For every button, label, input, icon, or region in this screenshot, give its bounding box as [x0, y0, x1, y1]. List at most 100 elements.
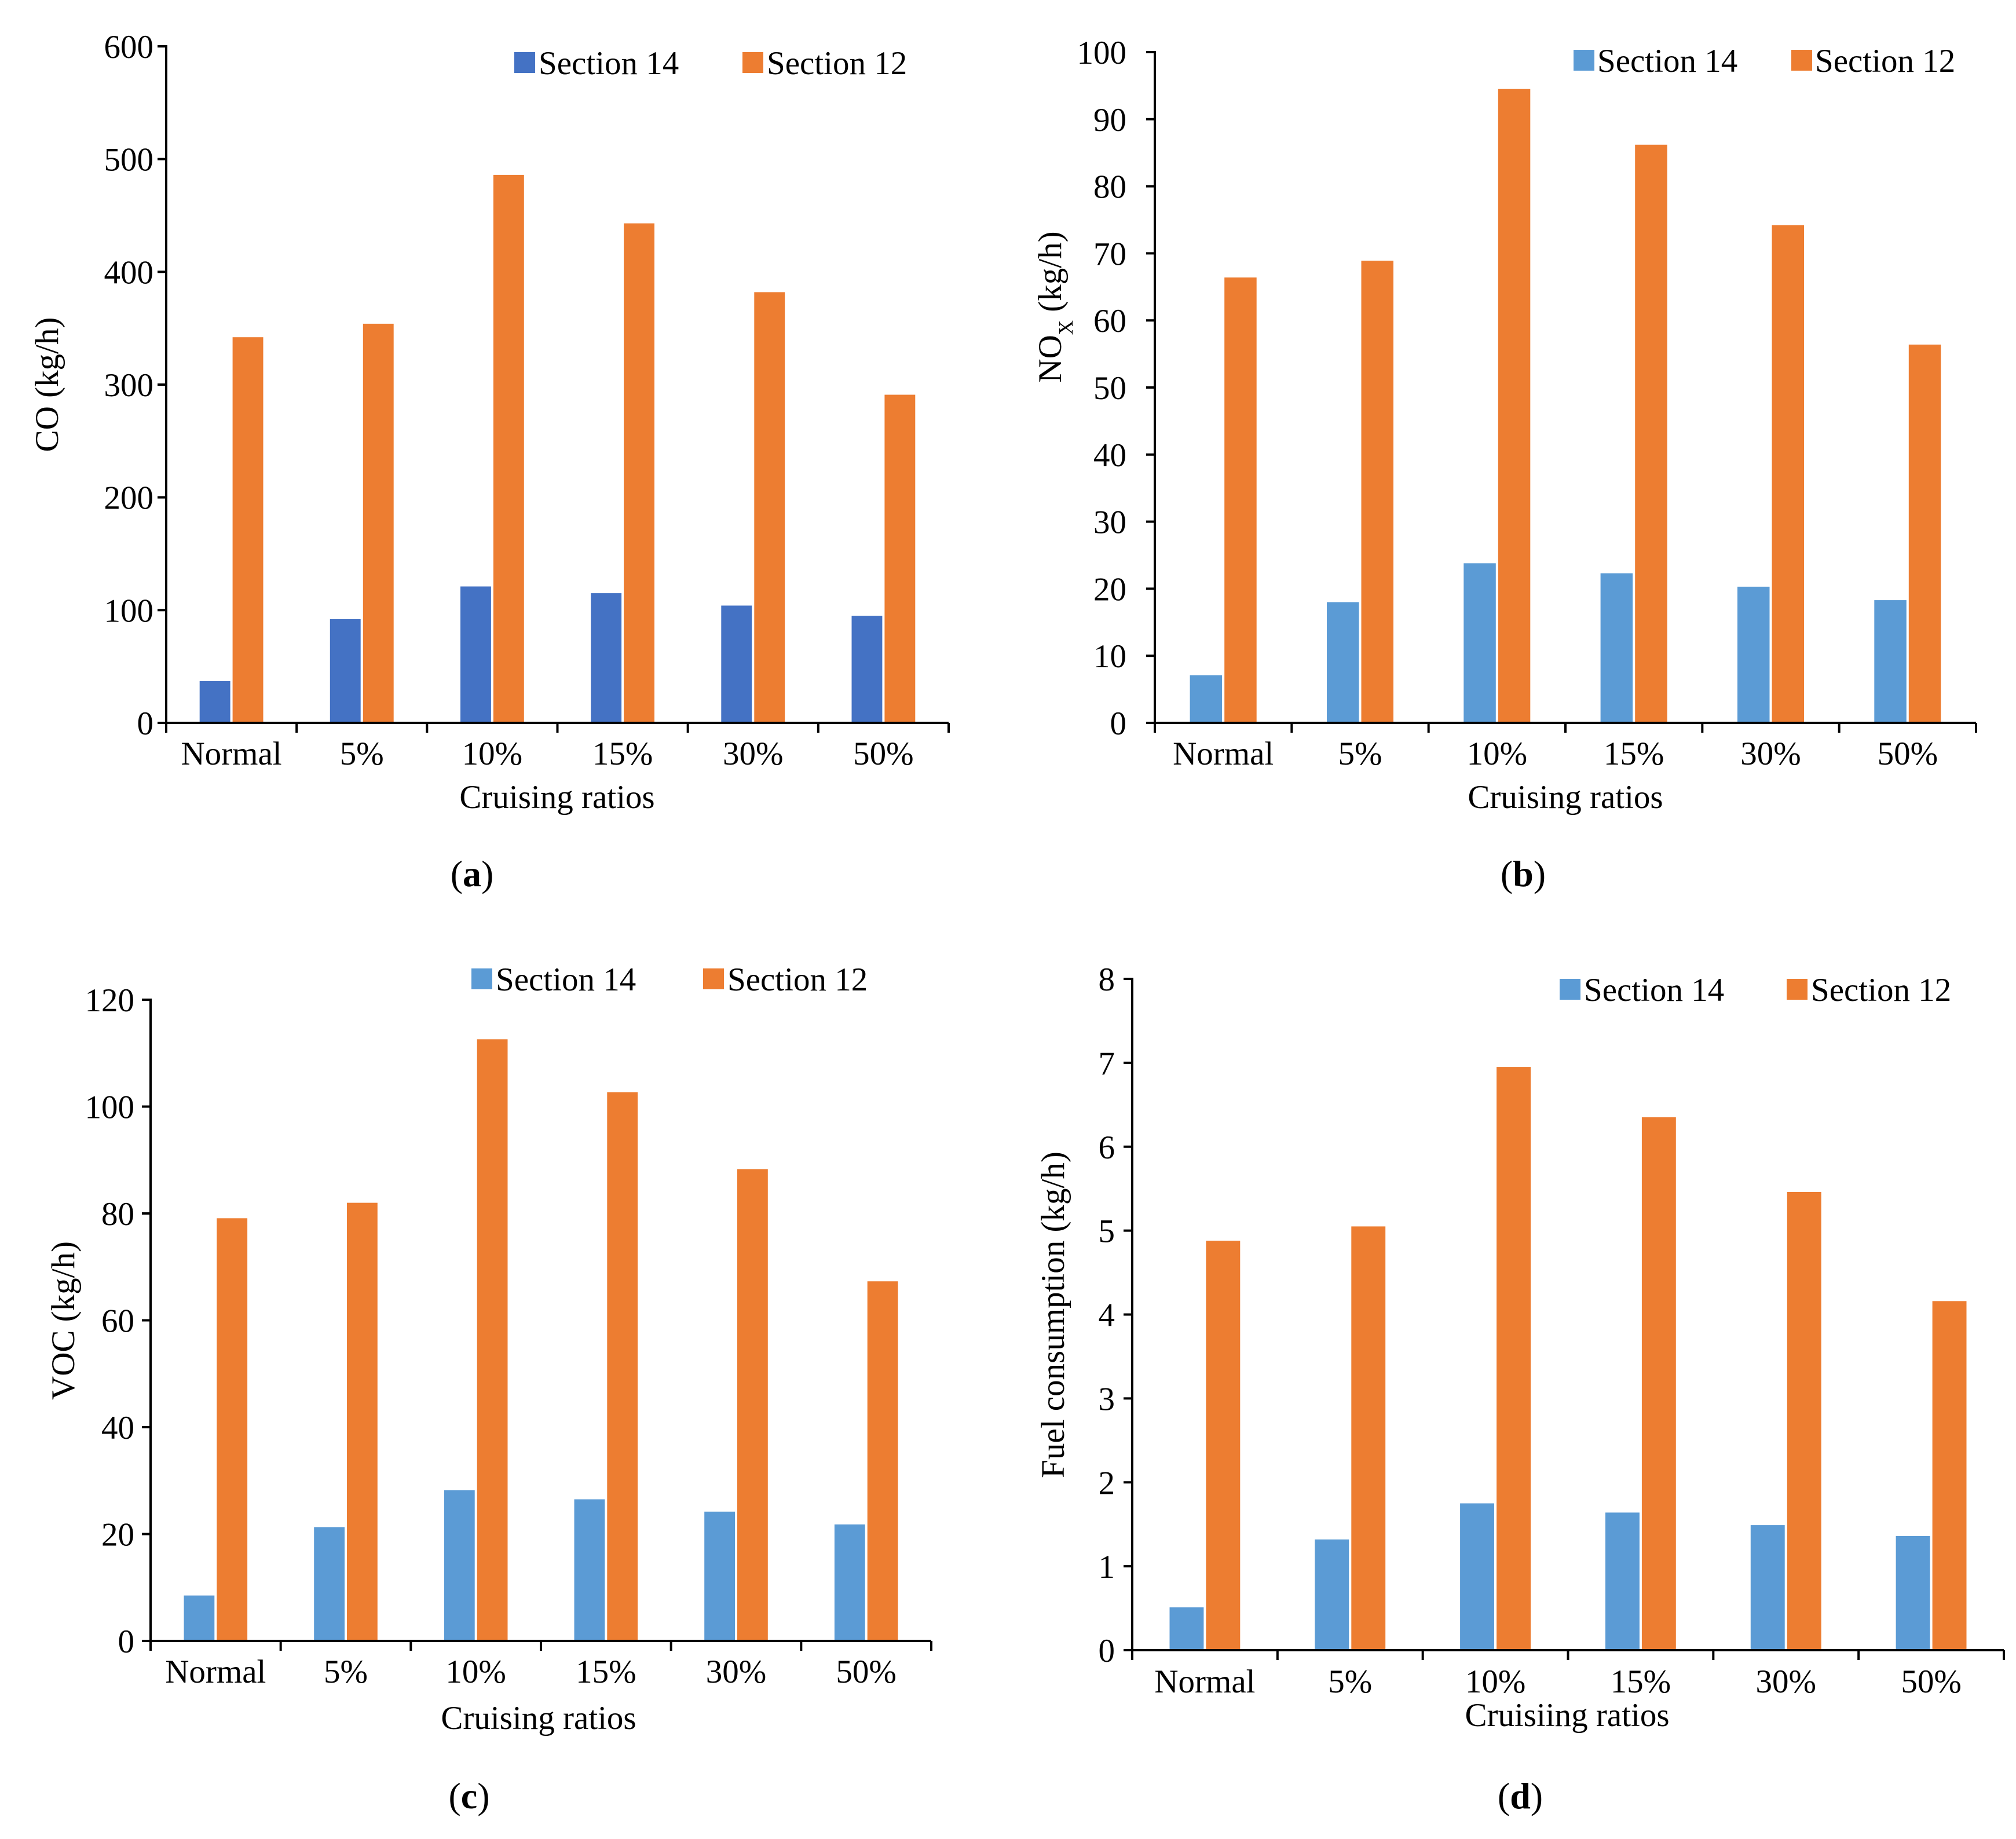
bar-section-12-5 — [884, 394, 916, 723]
bar-section-12-2 — [1497, 1067, 1531, 1650]
y-tick-label: 8 — [1099, 961, 1115, 998]
bar-section-12-3 — [1635, 144, 1667, 723]
bar-section-12-1 — [347, 1202, 378, 1641]
y-tick-label: 300 — [104, 367, 154, 404]
y-axis-label: Fuel consumption (kg/h) — [1035, 1151, 1071, 1478]
y-tick-label: 100 — [1077, 35, 1127, 71]
panel-caption: (a) — [451, 853, 494, 894]
y-tick-label: 60 — [1093, 303, 1126, 339]
y-tick-label: 400 — [104, 254, 154, 291]
chart-panel-b: 0 10 20 30 40 50 60 70 80 90 100 Normal 5% 10% 15% 30% 5… — [1032, 35, 1977, 894]
bar-section-14-3 — [591, 593, 622, 723]
y-tick-label: 20 — [101, 1517, 134, 1553]
chart-panel-a: 0 100 200 300 400 500 600 Normal 5% 10% 15% 30% 50% C… — [29, 29, 950, 894]
legend-swatch-section-12 — [703, 968, 724, 989]
bar-section-14-2 — [460, 586, 491, 723]
bar-section-14-2 — [444, 1490, 475, 1641]
bar-section-12-5 — [1932, 1301, 1967, 1650]
bar-section-14-5 — [1896, 1536, 1930, 1650]
y-axis-label: CO (kg/h) — [29, 317, 65, 452]
y-tick-label: 100 — [104, 593, 154, 629]
x-tick-label: 10% — [445, 1654, 506, 1690]
bar-section-14-4 — [704, 1511, 735, 1641]
y-tick-label: 40 — [1093, 437, 1126, 474]
bar-section-14-0 — [199, 681, 230, 723]
y-tick-label: 70 — [1093, 236, 1126, 272]
bar-section-12-0 — [232, 337, 264, 723]
panel-caption: (c) — [448, 1775, 489, 1816]
bar-section-12-5 — [1908, 344, 1941, 723]
legend: Section 14 Section 12 — [471, 961, 868, 998]
y-tick-label: 3 — [1099, 1381, 1115, 1417]
x-tick-label: 30% — [723, 736, 783, 772]
y-tick-label: 5 — [1099, 1213, 1115, 1250]
x-tick-label: 10% — [1467, 736, 1527, 772]
y-tick-label: 80 — [1093, 169, 1126, 206]
y-tick-label: 500 — [104, 142, 154, 178]
legend-swatch-section-14 — [514, 52, 535, 73]
bar-section-12-4 — [737, 1169, 768, 1641]
y-tick-label: 6 — [1099, 1129, 1115, 1166]
y-tick-label: 4 — [1099, 1297, 1115, 1334]
y-tick-label: 30 — [1093, 504, 1126, 541]
bar-section-14-2 — [1463, 563, 1496, 723]
y-tick-label: 100 — [85, 1089, 135, 1126]
panel-caption: (d) — [1498, 1775, 1543, 1816]
bar-section-12-3 — [624, 223, 654, 723]
bar-section-14-5 — [851, 616, 883, 723]
y-tick-label: 200 — [104, 480, 154, 517]
x-tick-label: 50% — [836, 1654, 896, 1690]
x-axis-label: Cruising ratios — [441, 1700, 636, 1736]
legend-label-section-14: Section 14 — [496, 961, 636, 998]
bar-section-14-3 — [1605, 1512, 1640, 1650]
x-tick-label: 5% — [1338, 736, 1382, 772]
x-tick-label: 15% — [1611, 1663, 1671, 1700]
y-tick-label: 10 — [1093, 638, 1126, 675]
legend-label-section-14: Section 14 — [1597, 43, 1737, 79]
bar-section-14-1 — [330, 619, 361, 723]
bar-section-14-5 — [834, 1524, 865, 1641]
bar-section-14-0 — [1169, 1607, 1204, 1650]
legend-label-section-12: Section 12 — [767, 45, 907, 82]
bar-section-14-5 — [1874, 600, 1907, 723]
x-tick-label: 5% — [324, 1654, 368, 1690]
bar-section-12-1 — [1361, 261, 1393, 723]
y-tick-label: 0 — [1110, 705, 1127, 742]
x-tick-label: 30% — [706, 1654, 766, 1690]
y-axis-label: VOC (kg/h) — [45, 1241, 82, 1400]
bar-section-14-1 — [314, 1527, 345, 1641]
legend-label-section-14: Section 14 — [1584, 972, 1724, 1008]
y-tick-label: 2 — [1099, 1465, 1115, 1501]
x-axis-label: Cruising ratios — [1468, 779, 1663, 816]
x-tick-label: 15% — [1604, 736, 1664, 772]
legend-label-section-14: Section 14 — [539, 45, 679, 82]
bar-section-12-4 — [754, 292, 785, 723]
y-tick-label: 80 — [101, 1196, 134, 1233]
y-tick-label: 90 — [1093, 102, 1126, 138]
bar-section-12-2 — [1498, 89, 1531, 723]
x-tick-label: 5% — [340, 736, 384, 772]
legend-swatch-section-12 — [1787, 979, 1808, 1000]
legend: Section 14 Section 12 — [1574, 43, 1955, 79]
bar-section-12-3 — [607, 1092, 638, 1641]
bar-section-14-3 — [1600, 573, 1633, 723]
bar-section-12-3 — [1641, 1117, 1676, 1650]
legend-swatch-section-14 — [1574, 50, 1594, 71]
y-tick-label: 40 — [101, 1410, 134, 1446]
legend: Section 14 Section 12 — [1560, 972, 1951, 1008]
x-axis-label: Cruisiing ratios — [1465, 1697, 1669, 1734]
y-tick-label: 20 — [1093, 571, 1126, 608]
bar-section-12-2 — [477, 1039, 508, 1641]
bar-section-14-4 — [1750, 1525, 1785, 1650]
y-tick-label: 120 — [85, 982, 135, 1019]
x-tick-label: Normal — [181, 736, 282, 772]
y-tick-label: 0 — [1099, 1633, 1115, 1669]
x-tick-label: 50% — [853, 736, 913, 772]
bar-section-14-4 — [1737, 586, 1770, 723]
bar-section-14-2 — [1460, 1503, 1494, 1650]
bar-section-12-1 — [363, 323, 394, 723]
x-tick-label: Normal — [1173, 736, 1274, 772]
bar-section-12-4 — [1787, 1192, 1821, 1650]
legend-label-section-12: Section 12 — [1815, 43, 1955, 79]
